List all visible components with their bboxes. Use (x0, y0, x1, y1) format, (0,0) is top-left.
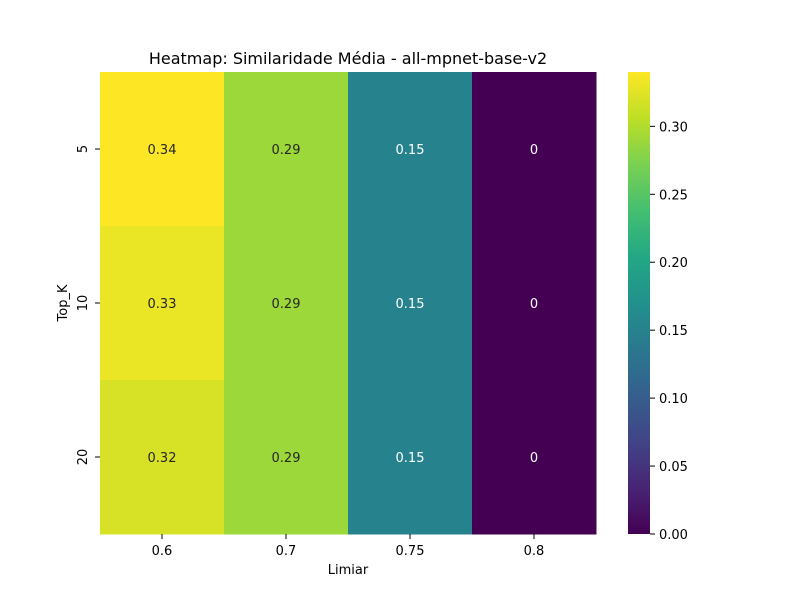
colorbar-tick-label: 0.25 (659, 188, 688, 203)
x-tick-label: 0.8 (524, 544, 545, 559)
heatmap-cell (100, 380, 225, 535)
heatmap-cell (472, 72, 597, 227)
cell-value-label: 0.29 (272, 143, 301, 158)
cell-value-label: 0 (530, 143, 538, 158)
y-tick-label: 5 (76, 145, 91, 153)
x-axis-label: Limiar (328, 563, 369, 578)
colorbar-tick-label: 0.10 (659, 392, 688, 407)
y-axis-label: Top_K (56, 284, 71, 322)
x-tick-label: 0.7 (276, 544, 297, 559)
cell-value-label: 0.15 (396, 451, 425, 466)
cell-value-label: 0.29 (272, 297, 301, 312)
y-tick-label: 20 (76, 449, 91, 466)
colorbar-tick-label: 0.15 (659, 324, 688, 339)
colorbar-tick-label: 0.20 (659, 256, 688, 271)
heatmap-cell (224, 72, 349, 227)
heatmap-cell (100, 72, 225, 227)
colorbar: 0.00 0.05 0.10 0.15 0.20 0.25 0.30 (628, 72, 688, 543)
colorbar-tick-label: 0.30 (659, 120, 688, 135)
cell-value-label: 0 (530, 451, 538, 466)
heatmap-cell (224, 380, 349, 535)
heatmap-cell (348, 380, 473, 535)
heatmap-cell (100, 226, 225, 381)
x-tick-label: 0.75 (396, 544, 425, 559)
chart-title: Heatmap: Similaridade Média - all-mpnet-… (149, 49, 547, 68)
y-tick-label: 10 (76, 295, 91, 312)
colorbar-tick-label: 0.00 (659, 528, 688, 543)
cell-value-label: 0.15 (396, 297, 425, 312)
heatmap-cell (348, 226, 473, 381)
heatmap-cells: 0.34 0.29 0.15 0 0.33 0.29 0.15 0 0.32 0.29 0.15 0 (100, 72, 597, 535)
colorbar-tick-label: 0.05 (659, 460, 688, 475)
cell-value-label: 0.29 (272, 451, 301, 466)
heatmap-cell (348, 72, 473, 227)
colorbar-gradient (628, 72, 650, 534)
heatmap-cell (472, 380, 597, 535)
x-axis: 0.6 0.7 0.75 0.8 (152, 534, 545, 559)
y-axis: 5 10 20 (76, 145, 100, 465)
cell-value-label: 0.32 (148, 451, 177, 466)
heatmap-cell (472, 226, 597, 381)
heatmap-cell (224, 226, 349, 381)
cell-value-label: 0 (530, 297, 538, 312)
cell-value-label: 0.33 (148, 297, 177, 312)
cell-value-label: 0.34 (148, 143, 177, 158)
cell-value-label: 0.15 (396, 143, 425, 158)
x-tick-label: 0.6 (152, 544, 173, 559)
